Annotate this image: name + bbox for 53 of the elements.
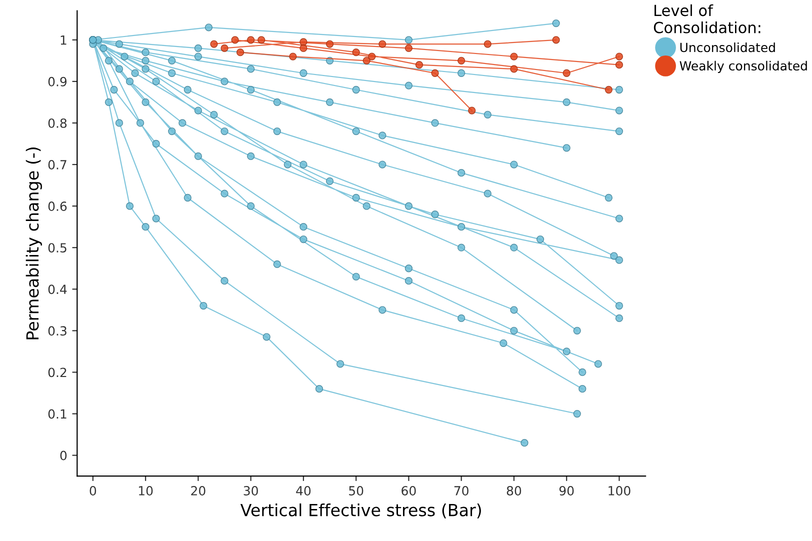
point: [562, 69, 570, 77]
x-tick-label: 60: [402, 486, 416, 496]
point: [458, 56, 466, 64]
legend-title: Level of Consolidation:: [654, 4, 760, 34]
point: [415, 61, 424, 69]
point: [326, 40, 334, 48]
y-tick-label: 0.2: [48, 368, 66, 378]
x-tick-label: 80: [506, 486, 522, 496]
y-tick-label: 0.8: [48, 118, 67, 128]
x-tick-label: 0: [90, 486, 96, 496]
point: [220, 44, 228, 52]
x-tick-label: 100: [608, 486, 630, 496]
point: [615, 61, 624, 69]
y-tick-label: 1: [60, 36, 66, 45]
y-tick-label: 0.5: [48, 243, 66, 253]
legend-label: Unconsolidated: [680, 42, 775, 52]
x-tick-label: 20: [191, 486, 206, 496]
x-tick-label: 90: [559, 486, 574, 496]
y-tick-label: 0.4: [48, 284, 67, 294]
x-axis-title: Vertical Effective stress (Bar): [240, 503, 481, 518]
point: [468, 106, 476, 114]
point: [231, 36, 239, 44]
point: [484, 40, 492, 48]
y-tick-label: 0: [60, 450, 67, 460]
point: [378, 40, 386, 48]
point: [615, 52, 624, 60]
y-tick-label: 0.9: [48, 76, 67, 86]
point: [404, 44, 413, 52]
point: [362, 56, 370, 64]
point: [552, 36, 560, 44]
x-tick-label: 40: [296, 486, 311, 496]
x-tick-label: 50: [349, 486, 364, 496]
x-tick-label: 70: [454, 486, 468, 496]
point: [510, 65, 518, 73]
x-tick-label: 10: [138, 486, 153, 496]
point: [300, 44, 308, 52]
point: [246, 36, 255, 44]
y-tick-label: 0.6: [48, 202, 67, 211]
point: [604, 86, 613, 94]
x-tick-label: 30: [244, 486, 258, 496]
y-axis-title: Permeability change (-): [26, 147, 42, 340]
point: [368, 52, 376, 60]
point: [352, 48, 360, 56]
point: [289, 52, 297, 60]
point: [510, 52, 518, 60]
point: [236, 48, 244, 56]
legend-label: Weakly consolidated: [680, 60, 807, 73]
point: [210, 40, 218, 48]
y-tick-label: 0.7: [48, 160, 66, 170]
point: [258, 36, 266, 44]
y-tick-label: 0.1: [48, 409, 66, 419]
y-tick-label: 0.3: [48, 326, 66, 336]
point: [431, 69, 439, 77]
